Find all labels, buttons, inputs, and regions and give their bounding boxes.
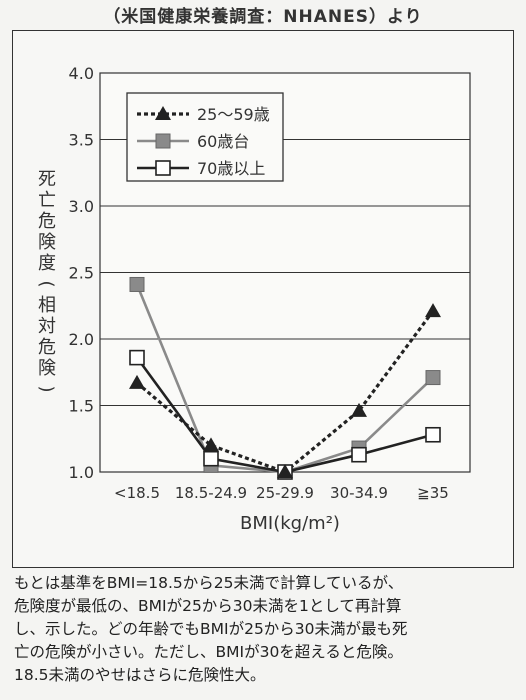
legend-marker [155,133,171,149]
y-tick-label: 1.5 [69,397,94,416]
data-point-open-square [351,446,367,463]
y-axis-label-char: 相 [38,295,56,316]
y-axis-label-char: 死 [38,169,56,190]
x-tick-label: 18.5-24.9 [175,484,247,502]
legend-label: 25〜59歳 [197,105,270,124]
data-point-open-square [203,450,219,467]
x-tick-label: <18.5 [114,484,160,502]
y-axis-label-char: 危 [38,337,56,358]
x-tick-label: 25-29.9 [256,484,314,502]
x-tick-label: 30-34.9 [330,484,388,502]
legend-marker [155,160,171,176]
y-axis-label-char: ) [36,385,57,392]
y-axis-label-char: 危 [38,211,56,232]
data-point-square [129,276,145,292]
legend-label: 70歳以上 [197,159,265,178]
y-axis-label-char: 度 [38,253,56,274]
caption-line: し、示した。どの年齢でもBMIが25から30未満が最も死 [14,620,408,638]
y-tick-label: 3.5 [69,131,94,150]
y-axis-label-char: 険 [38,232,56,253]
caption-line: もとは基準をBMI=18.5から25未満で計算しているが、 [14,574,404,592]
x-axis-label: BMI(kg/m²) [240,513,340,534]
y-axis-label-char: 対 [38,316,56,337]
data-point-triangle [203,437,219,452]
y-tick-label: 4.0 [69,64,94,83]
line-chart: 1.0 1.5 2.0 2.5 3.0 3.5 4.0 <18.5 18.5-24.9 25-29… [36,64,471,534]
y-tick-label: 1.0 [69,463,94,482]
y-axis-label-char: 亡 [38,190,56,211]
data-point-open-square [129,349,145,366]
y-tick-label: 2.5 [69,264,94,283]
y-tick-label: 3.0 [69,197,94,216]
caption-line: 18.5未満のやせはさらに危険性大。 [14,666,266,684]
x-tick-label: ≧35 [417,484,449,502]
legend-box [126,92,284,182]
y-tick-label: 2.0 [69,330,94,349]
legend-marker [155,106,171,120]
y-axis-label-char: ( [36,280,57,287]
data-point-square [425,370,441,386]
source-line: （米国健康栄養調査：NHANES）より [103,7,423,27]
data-point-triangle [351,402,367,417]
caption: もとは基準をBMI=18.5から25未満で計算しているが、 危険度が最低の、BM… [14,572,519,687]
caption-line: 危険度が最低の、BMIが25から30未満を1として再計算 [14,597,402,615]
data-point-triangle [425,303,441,318]
y-axis-label-char: 険 [38,358,56,379]
caption-line: 亡の危険が小さい。ただし、BMIが30を超えると危険。 [14,643,403,661]
data-point-triangle [129,374,145,389]
data-point-triangle [277,464,293,478]
data-point-open-square [425,426,441,443]
legend-label: 60歳台 [197,132,249,151]
